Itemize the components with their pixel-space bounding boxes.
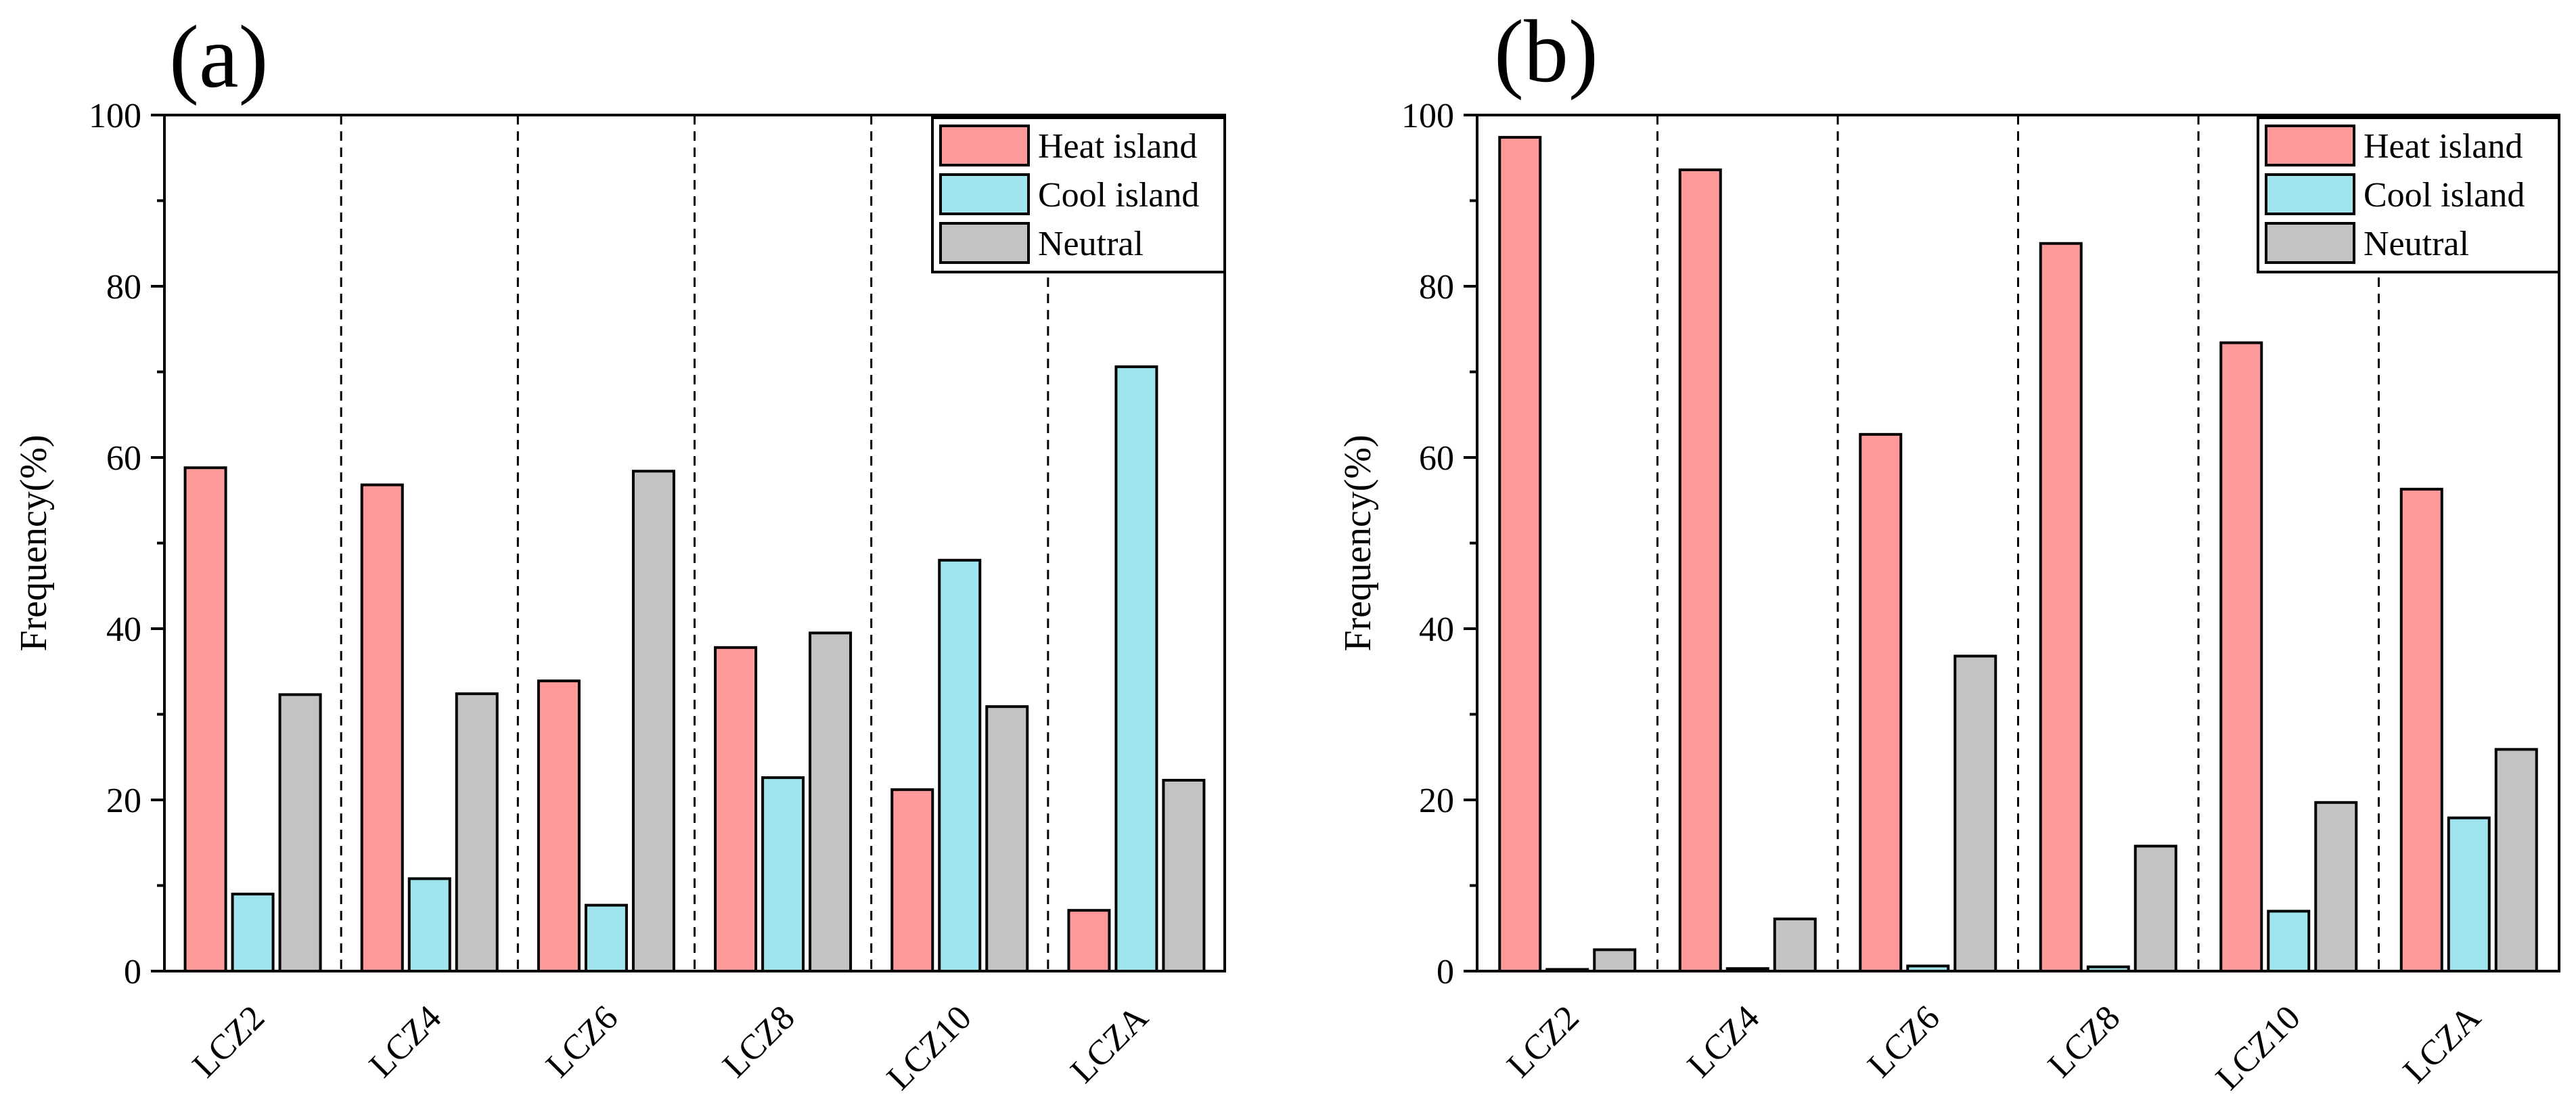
bar-neutral-lcz4 bbox=[1773, 917, 1817, 972]
legend-swatch-neutral bbox=[2265, 222, 2355, 264]
bar-heat-island-lcz2 bbox=[1498, 135, 1542, 972]
legend: Heat island Cool island Neutral bbox=[931, 116, 1226, 273]
panel-label: (a) bbox=[169, 7, 269, 106]
bar-heat-island-lcz6 bbox=[1859, 432, 1903, 972]
y-tick-label: 20 bbox=[106, 782, 141, 820]
bar-neutral-lcz6 bbox=[631, 470, 675, 972]
legend-swatch-heat-island bbox=[2265, 125, 2355, 166]
bar-cool-island-lcz2 bbox=[231, 893, 275, 973]
bar-cool-island-lcz4 bbox=[407, 877, 451, 972]
bar-cool-island-lcza bbox=[1114, 365, 1158, 972]
bar-neutral-lcz2 bbox=[278, 693, 322, 973]
y-tick-label: 40 bbox=[106, 610, 141, 649]
y-axis-title: Frequency(%) bbox=[1337, 434, 1379, 651]
legend-label-cool-island: Cool island bbox=[1038, 176, 1199, 215]
bar-cool-island-lcz6 bbox=[584, 903, 628, 972]
bar-neutral-lcz6 bbox=[1953, 654, 1997, 972]
bar-cool-island-lcz10 bbox=[2267, 910, 2311, 972]
y-tick-label: 0 bbox=[1437, 953, 1454, 991]
bar-heat-island-lcz8 bbox=[2039, 242, 2083, 972]
bar-cool-island-lcz10 bbox=[938, 558, 982, 972]
bar-neutral-lcza bbox=[1162, 778, 1206, 973]
y-tick-label: 40 bbox=[1419, 610, 1454, 649]
y-tick-label: 80 bbox=[106, 268, 141, 307]
bar-neutral-lcz4 bbox=[455, 692, 499, 972]
y-tick-label: 80 bbox=[1419, 268, 1454, 307]
bar-neutral-lcz8 bbox=[809, 631, 853, 972]
legend-swatch-cool-island bbox=[2265, 173, 2355, 215]
y-tick-label: 60 bbox=[106, 439, 141, 478]
legend-swatch-cool-island bbox=[939, 173, 1030, 215]
bar-heat-island-lcza bbox=[1067, 909, 1111, 973]
legend-label-neutral: Neutral bbox=[2364, 225, 2469, 263]
legend-swatch-neutral bbox=[939, 222, 1030, 264]
bar-neutral-lcz10 bbox=[2314, 801, 2358, 973]
y-tick-label: 0 bbox=[124, 953, 141, 991]
bar-heat-island-lcz4 bbox=[360, 483, 404, 972]
legend-label-heat-island: Heat island bbox=[2364, 127, 2523, 166]
y-tick-label: 60 bbox=[1419, 439, 1454, 478]
bar-heat-island-lcz8 bbox=[714, 646, 758, 973]
y-tick-label: 100 bbox=[1401, 97, 1454, 135]
legend-swatch-heat-island bbox=[939, 125, 1030, 166]
bar-cool-island-lcza bbox=[2447, 816, 2491, 972]
bar-heat-island-lcza bbox=[2399, 487, 2443, 972]
legend-label-neutral: Neutral bbox=[1038, 225, 1144, 263]
bar-neutral-lcza bbox=[2494, 748, 2538, 972]
y-tick-label: 20 bbox=[1419, 782, 1454, 820]
y-tick-label: 100 bbox=[89, 97, 141, 135]
bar-neutral-lcz2 bbox=[1593, 948, 1637, 972]
bar-heat-island-lcz10 bbox=[890, 788, 934, 972]
bar-heat-island-lcz2 bbox=[183, 466, 227, 972]
bar-neutral-lcz10 bbox=[985, 705, 1029, 972]
bar-heat-island-lcz10 bbox=[2219, 341, 2263, 972]
bar-cool-island-lcz8 bbox=[761, 776, 805, 972]
legend-label-cool-island: Cool island bbox=[2364, 176, 2525, 215]
bar-neutral-lcz8 bbox=[2133, 845, 2177, 973]
y-axis-title: Frequency(%) bbox=[13, 434, 55, 651]
bar-heat-island-lcz6 bbox=[537, 679, 581, 972]
legend: Heat island Cool island Neutral bbox=[2257, 116, 2560, 273]
panel-label: (b) bbox=[1494, 1, 1598, 101]
bar-heat-island-lcz4 bbox=[1678, 168, 1722, 973]
legend-label-heat-island: Heat island bbox=[1038, 127, 1197, 166]
